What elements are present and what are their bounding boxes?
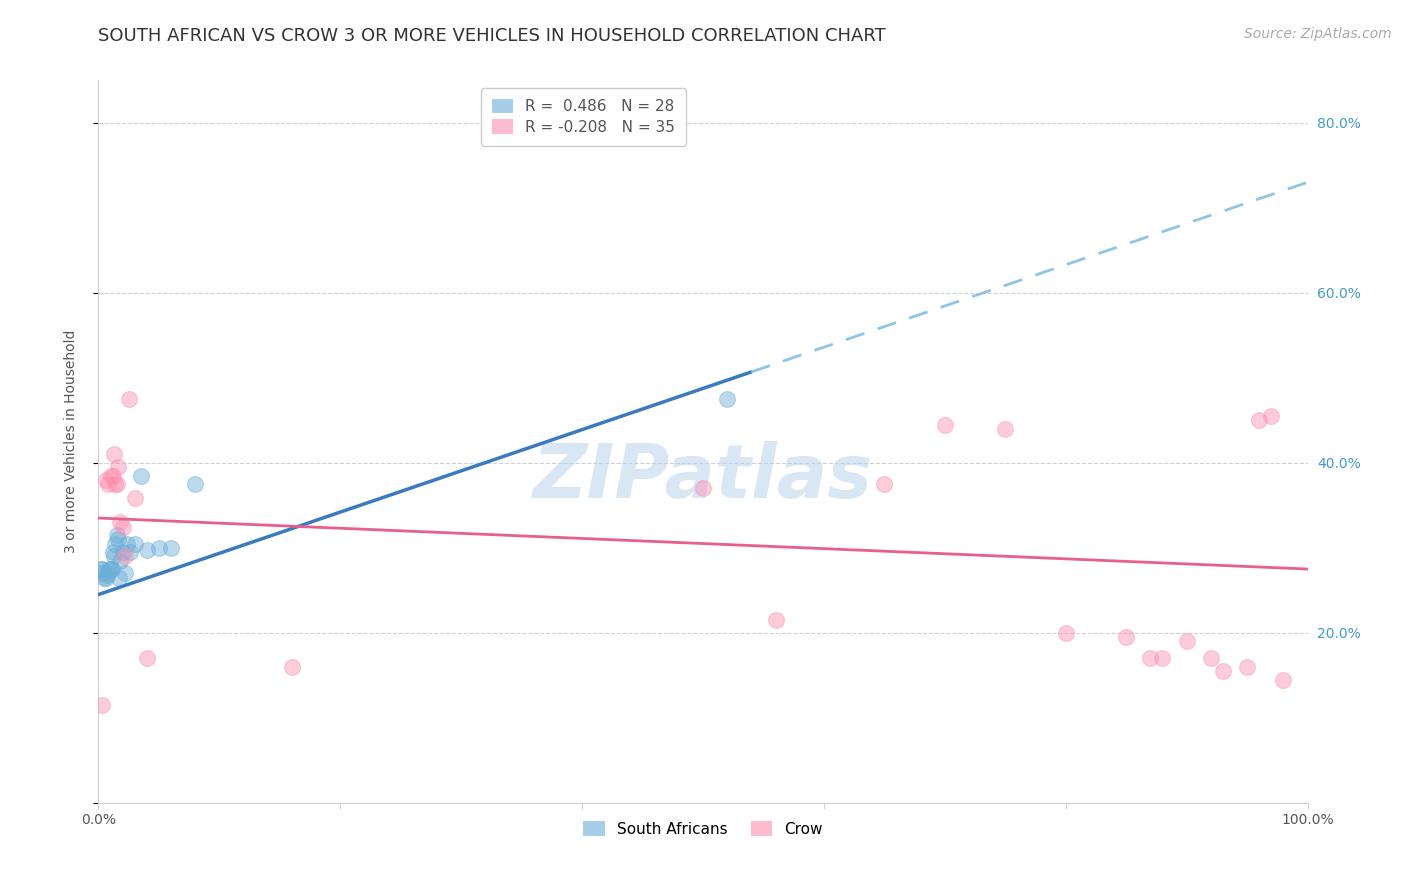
Legend: South Africans, Crow: South Africans, Crow (574, 812, 832, 846)
Point (96, 568, 118, 582)
Point (104, 477, 127, 491)
Point (97, 477, 120, 491)
Point (103, 447, 125, 461)
Point (1212, 664, 1234, 678)
Point (114, 549, 136, 564)
Point (91, 562, 114, 576)
Point (135, 651, 157, 665)
Point (692, 481, 714, 495)
Point (100, 562, 122, 576)
Point (1152, 651, 1174, 665)
Point (105, 477, 128, 491)
Point (108, 570, 131, 584)
Point (148, 541, 170, 555)
Point (111, 519, 134, 533)
Point (716, 392, 738, 406)
Point (97, 566, 120, 581)
Point (103, 549, 125, 564)
Point (1236, 660, 1258, 674)
Text: SOUTH AFRICAN VS CROW 3 OR MORE VEHICLES IN HOUSEHOLD CORRELATION CHART: SOUTH AFRICAN VS CROW 3 OR MORE VEHICLES… (98, 27, 886, 45)
Point (160, 541, 183, 555)
Point (104, 536, 127, 550)
Point (1054, 625, 1077, 640)
Point (107, 533, 129, 547)
Point (91, 698, 114, 712)
Point (108, 516, 131, 530)
Point (135, 543, 157, 558)
Point (117, 536, 139, 550)
Point (94, 570, 117, 584)
Point (1199, 651, 1222, 665)
Point (100, 468, 122, 483)
Point (1249, 413, 1271, 427)
Text: ZIPatlas: ZIPatlas (533, 442, 873, 514)
Point (1175, 634, 1198, 648)
Point (114, 566, 136, 581)
Point (934, 417, 956, 432)
Point (873, 477, 896, 491)
Point (994, 422, 1017, 436)
Point (1139, 651, 1161, 665)
Point (124, 536, 146, 550)
Point (100, 562, 122, 576)
Point (765, 613, 787, 627)
Y-axis label: 3 or more Vehicles in Household: 3 or more Vehicles in Household (63, 330, 77, 553)
Point (101, 545, 124, 559)
Point (105, 528, 128, 542)
Point (98, 562, 121, 576)
Point (108, 553, 131, 567)
Point (1272, 673, 1295, 687)
Point (118, 392, 141, 406)
Point (1115, 630, 1137, 644)
Point (129, 468, 152, 483)
Point (124, 491, 146, 506)
Point (118, 545, 141, 559)
Point (111, 545, 134, 559)
Point (281, 660, 304, 674)
Point (1260, 409, 1282, 423)
Point (90, 562, 112, 576)
Point (93, 570, 115, 584)
Point (107, 460, 129, 475)
Point (184, 477, 207, 491)
Point (101, 468, 124, 483)
Text: Source: ZipAtlas.com: Source: ZipAtlas.com (1244, 27, 1392, 41)
Point (91, 566, 114, 581)
Point (94, 473, 117, 487)
